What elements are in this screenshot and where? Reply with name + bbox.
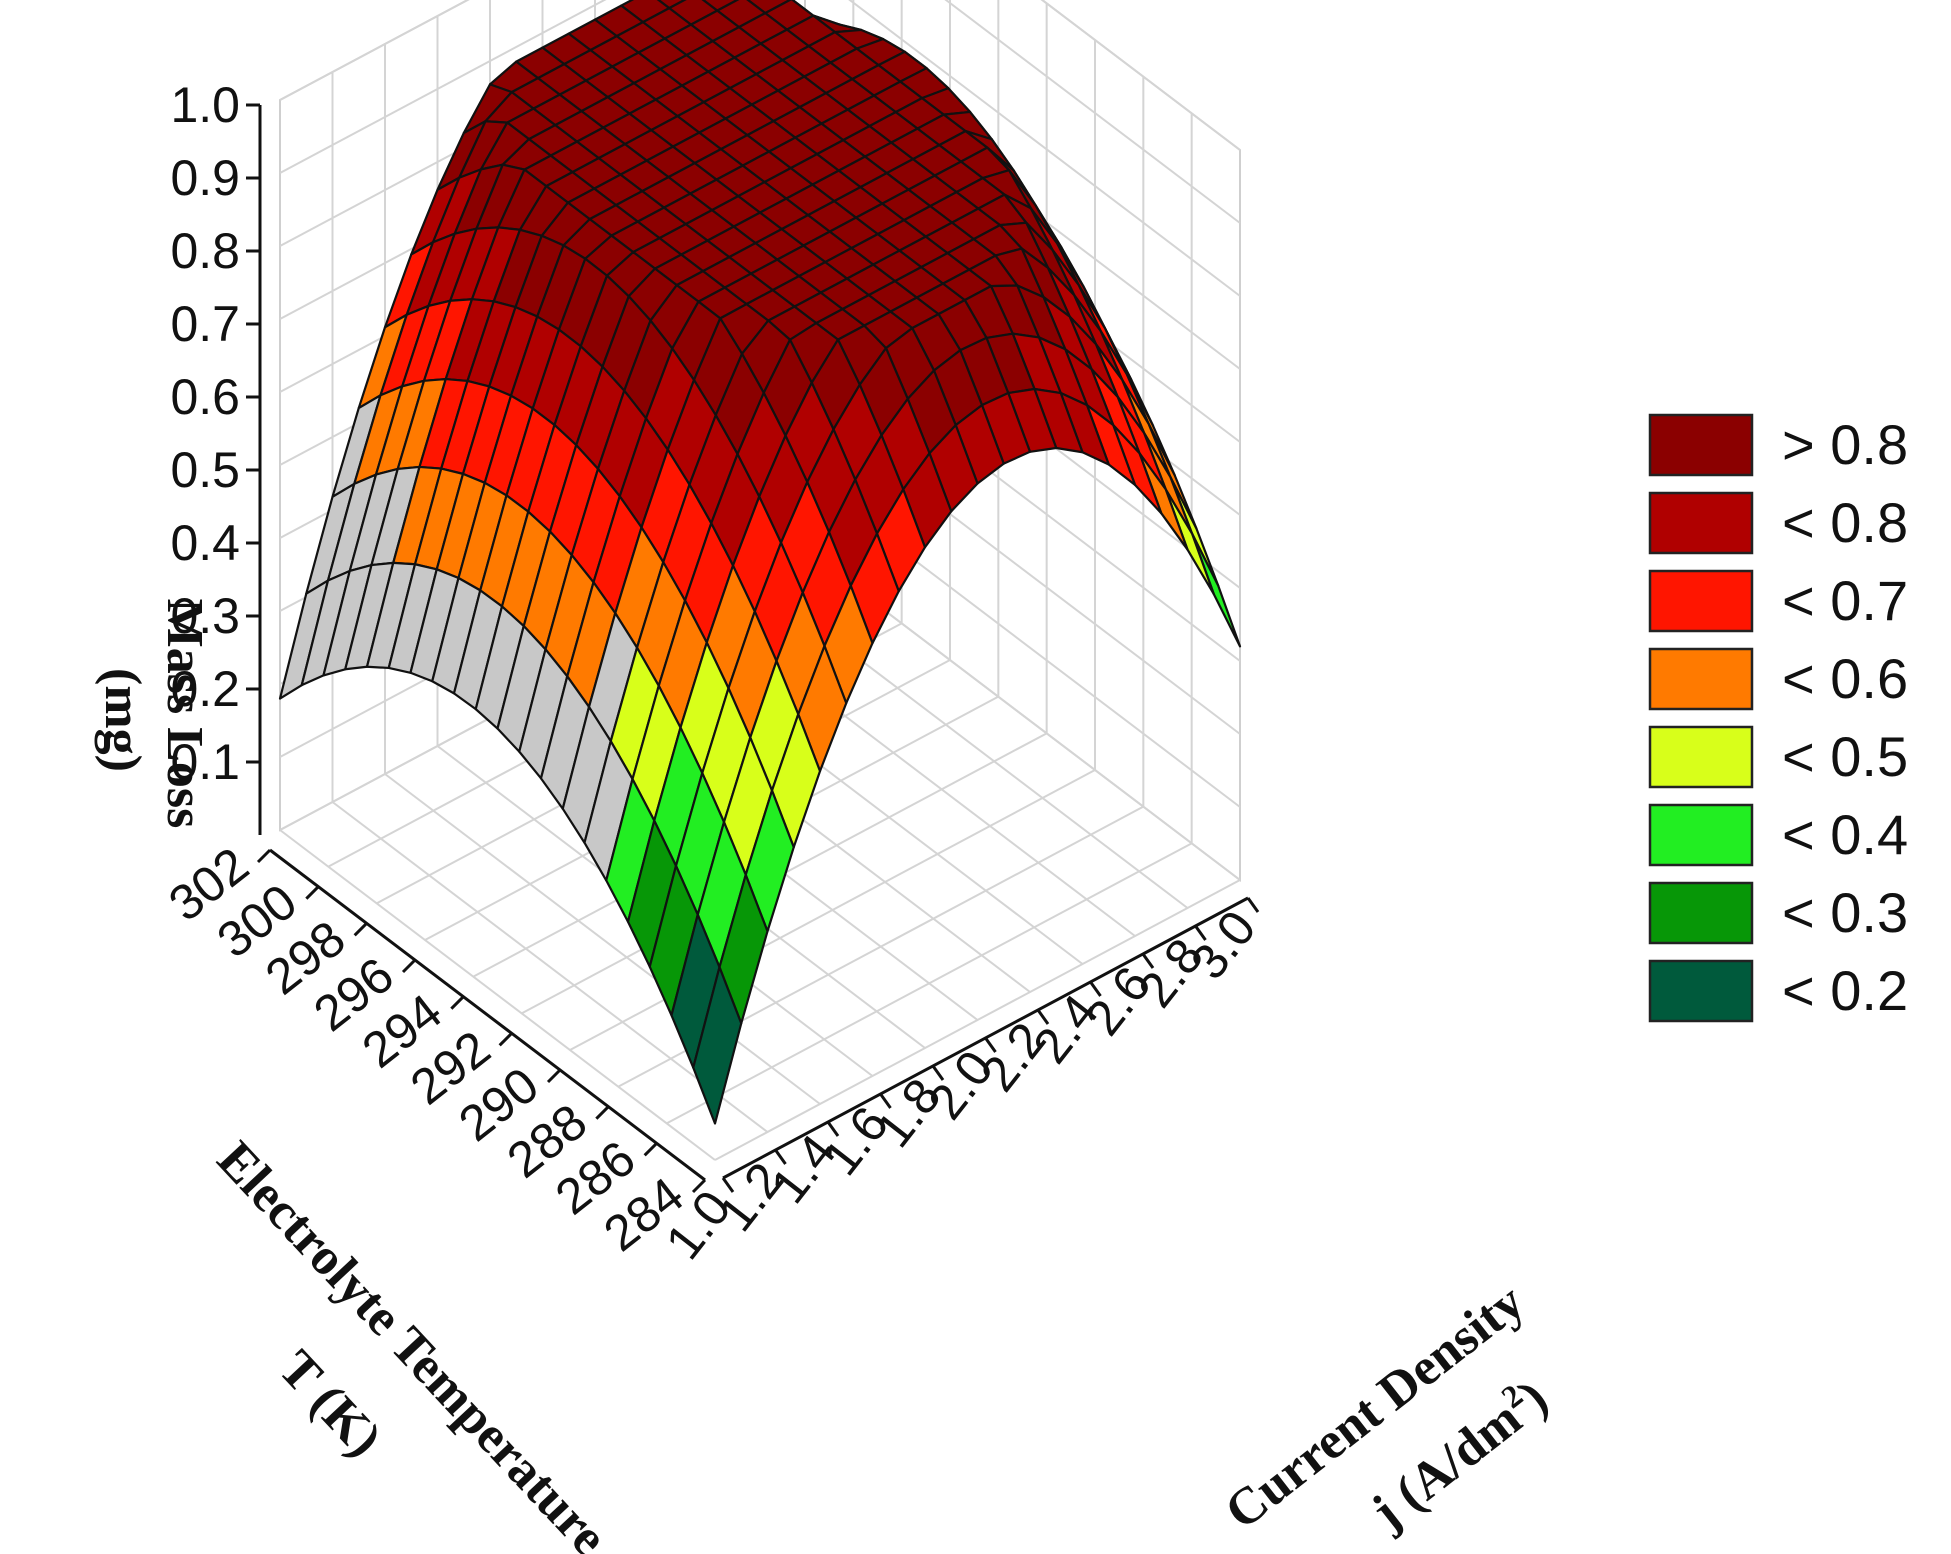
legend-label: < 0.8 — [1782, 491, 1908, 554]
surface-plot — [278, 0, 1242, 1125]
z-tick-label: 1.0 — [170, 77, 240, 133]
legend-label: < 0.4 — [1782, 803, 1908, 866]
legend-swatch — [1648, 803, 1754, 867]
gridline-z — [1040, 0, 1241, 151]
legend-swatch — [1648, 959, 1754, 1023]
floor-gridline-T — [666, 842, 1193, 1125]
legend-swatch — [1648, 725, 1754, 789]
legend-swatch — [1648, 569, 1754, 633]
j-tick-mark — [1141, 953, 1155, 969]
j-tick-mark — [826, 1121, 840, 1137]
legend-swatch — [1648, 413, 1754, 477]
T-tick-mark — [450, 995, 465, 1010]
gridline-z — [944, 0, 1241, 224]
surface-cell — [692, 966, 743, 1125]
z-axis-title: Mass Loss (mg) — [94, 599, 213, 842]
T-tick-mark — [691, 1178, 707, 1194]
gridline-z — [279, 0, 470, 101]
T-tick-mark — [643, 1142, 658, 1157]
z-axis-title-line1: Mass Loss — [156, 599, 213, 829]
y-axis-title-line2: T (K) — [268, 1340, 393, 1468]
z-tick-label: 0.5 — [170, 442, 240, 498]
floor-gridline-j — [279, 829, 716, 1161]
legend-label: < 0.5 — [1782, 725, 1908, 788]
T-tick-mark — [498, 1032, 513, 1047]
T-tick-mark — [305, 885, 320, 900]
T-tick-mark — [595, 1105, 610, 1120]
T-tick-mark — [256, 848, 272, 864]
z-tick-label: 0.7 — [170, 296, 240, 352]
z-tick-label: 0.3 — [170, 588, 240, 644]
floor-gridline-T — [569, 769, 1096, 1051]
z-tick-label: 0.2 — [170, 661, 240, 717]
j-tick-mark — [1246, 897, 1260, 913]
j-tick-mark — [931, 1065, 945, 1081]
j-tick-mark — [879, 1093, 892, 1109]
z-tick-label: 0.6 — [170, 369, 240, 425]
legend-label: < 0.7 — [1782, 569, 1908, 632]
gridline-z — [848, 0, 1241, 297]
legend-label: > 0.8 — [1782, 413, 1908, 476]
z-tick-label: 0.1 — [170, 734, 240, 790]
floor-gridline-j — [384, 773, 821, 1105]
floor-gridline-j — [331, 801, 769, 1133]
j-tick-mark — [721, 1177, 735, 1193]
T-axis-line — [269, 848, 706, 1182]
j-tick-mark — [1089, 981, 1102, 997]
T-tick-mark — [401, 958, 417, 974]
j-tick-mark — [774, 1149, 787, 1165]
legend-swatch — [1648, 881, 1754, 945]
legend-label: < 0.2 — [1782, 959, 1908, 1022]
legend-label: < 0.3 — [1782, 881, 1908, 944]
legend-swatch — [1648, 491, 1754, 555]
z-axis-title-line2: (mg) — [94, 668, 151, 772]
T-tick-mark — [546, 1068, 562, 1084]
j-tick-mark — [1036, 1009, 1050, 1025]
j-tick-mark — [1194, 925, 1207, 941]
z-tick-label: 0.9 — [170, 150, 240, 206]
legend-swatch — [1648, 647, 1754, 711]
legend-label: < 0.6 — [1782, 647, 1908, 710]
legend: > 0.8 < 0.8 < 0.7 < 0.6 < 0.5 < 0.4 < 0.3 < 0.2 — [1648, 413, 1908, 1023]
j-tick-mark — [984, 1037, 997, 1053]
z-tick-label: 0.8 — [170, 223, 240, 279]
z-tick-label: 0.4 — [170, 515, 240, 571]
T-tick-mark — [353, 922, 368, 937]
floor-gridline-T — [714, 879, 1241, 1161]
